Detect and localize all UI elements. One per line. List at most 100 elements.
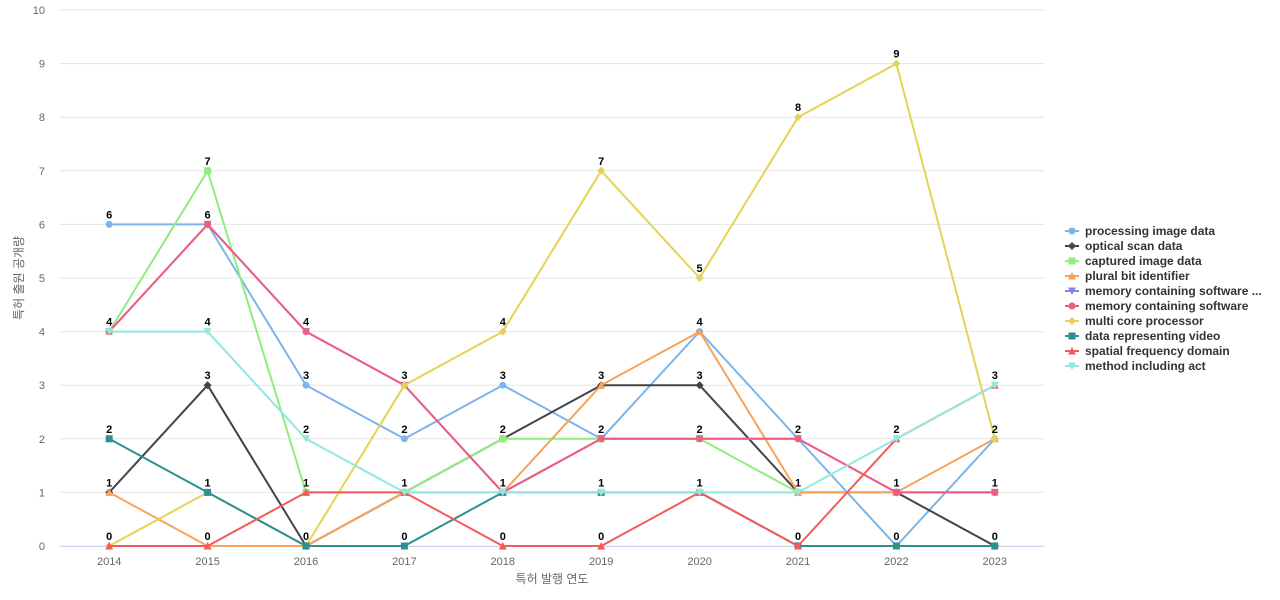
y-tick-label: 8 [39, 112, 45, 124]
data-label: 6 [205, 209, 211, 221]
data-label: 3 [401, 370, 407, 382]
data-point[interactable] [695, 274, 704, 282]
series-line[interactable] [108, 223, 995, 494]
data-point[interactable] [204, 167, 212, 175]
data-point[interactable] [892, 488, 900, 496]
data-point[interactable] [597, 381, 606, 389]
legend-item[interactable]: captured image data [1065, 254, 1202, 268]
data-point[interactable] [105, 328, 114, 336]
data-point[interactable] [991, 542, 999, 550]
data-label: 2 [992, 424, 998, 436]
data-point[interactable] [695, 327, 704, 336]
series-line[interactable] [109, 330, 996, 494]
data-point[interactable] [400, 435, 408, 443]
data-point[interactable] [105, 220, 113, 228]
data-label: 4 [303, 317, 310, 329]
data-label: 1 [303, 477, 309, 489]
legend-item[interactable]: data representing video [1065, 329, 1220, 343]
legend-item[interactable]: method including act [1065, 359, 1206, 373]
data-point[interactable] [499, 381, 507, 389]
data-point[interactable] [400, 488, 409, 497]
series-line[interactable] [109, 384, 996, 547]
data-point[interactable] [991, 488, 999, 496]
legend-marker [1068, 362, 1076, 370]
x-tick-label: 2021 [786, 556, 810, 568]
data-point[interactable] [204, 488, 212, 496]
data-label: 1 [205, 477, 211, 489]
data-point[interactable] [695, 488, 704, 497]
data-point[interactable] [990, 381, 999, 390]
data-point[interactable] [597, 435, 605, 443]
legend-item[interactable]: memory containing software ... [1065, 284, 1262, 298]
data-point[interactable] [204, 220, 212, 228]
series-line[interactable] [108, 223, 995, 494]
data-label: 2 [893, 424, 899, 436]
legend-label: memory containing software [1085, 299, 1249, 313]
data-label: 1 [106, 477, 112, 489]
data-label: 0 [205, 531, 211, 543]
data-point[interactable] [203, 381, 212, 390]
data-label: 1 [598, 477, 604, 489]
data-point[interactable] [498, 542, 507, 550]
legend-item[interactable]: processing image data [1065, 224, 1215, 238]
legend-item[interactable]: plural bit identifier [1065, 269, 1190, 283]
data-point[interactable] [498, 327, 507, 336]
data-point[interactable] [696, 435, 704, 443]
y-axis-title: 특허 출원 공개량 [12, 236, 26, 320]
data-point[interactable] [203, 542, 212, 550]
series-5 [105, 220, 999, 496]
data-point[interactable] [597, 488, 606, 497]
data-point[interactable] [498, 488, 507, 497]
data-point[interactable] [794, 113, 802, 122]
data-point[interactable] [597, 166, 606, 175]
y-tick-label: 1 [39, 487, 45, 499]
legend-marker [1068, 242, 1076, 250]
data-point[interactable] [400, 381, 409, 390]
data-label: 4 [106, 317, 113, 329]
legend-item[interactable]: spatial frequency domain [1065, 344, 1230, 358]
x-tick-label: 2014 [97, 556, 121, 568]
data-point[interactable] [302, 435, 310, 443]
data-point[interactable] [302, 542, 310, 550]
data-point[interactable] [794, 488, 802, 497]
data-point[interactable] [203, 328, 212, 336]
data-label: 9 [893, 49, 899, 61]
data-point[interactable] [302, 381, 310, 389]
y-tick-label: 10 [33, 5, 45, 17]
data-label: 4 [500, 317, 507, 329]
data-label: 0 [303, 531, 309, 543]
data-label: 3 [598, 370, 604, 382]
data-point[interactable] [892, 59, 901, 68]
data-point[interactable] [400, 542, 408, 550]
data-point[interactable] [105, 435, 113, 443]
data-label: 5 [697, 263, 703, 275]
data-label: 7 [205, 156, 211, 168]
data-label: 2 [303, 424, 309, 436]
data-point[interactable] [892, 435, 901, 443]
x-tick-label: 2015 [195, 556, 219, 568]
legend-marker [1068, 347, 1076, 355]
data-point[interactable] [794, 435, 802, 443]
legend-label: spatial frequency domain [1085, 344, 1230, 358]
data-point[interactable] [794, 542, 802, 550]
data-point[interactable] [695, 381, 704, 390]
data-label: 0 [795, 531, 801, 543]
data-point[interactable] [302, 488, 310, 496]
legend-item[interactable]: optical scan data [1065, 239, 1183, 253]
data-point[interactable] [105, 488, 114, 496]
data-labels: 6 4 2 1 0 7 6 4 3 1 0 4 3 2 1 0 3 2 1 0 4 3 2 1 0 7 3 2 1 0 5 4 3 2 1 8 2 1 0 9… [106, 49, 998, 543]
data-label: 3 [697, 370, 703, 382]
x-tick-label: 2020 [687, 556, 711, 568]
legend-label: multi core processor [1085, 314, 1204, 328]
data-point[interactable] [597, 542, 606, 550]
data-point[interactable] [990, 434, 999, 443]
legend-item[interactable]: multi core processor [1065, 314, 1204, 328]
y-axis: 0 1 2 3 4 5 6 7 8 9 10 [33, 5, 45, 553]
data-point[interactable] [105, 542, 114, 550]
data-label: 3 [205, 370, 211, 382]
legend-item[interactable]: memory containing software [1065, 299, 1249, 313]
data-label: 4 [697, 317, 704, 329]
data-point[interactable] [892, 542, 900, 550]
data-point[interactable] [302, 328, 310, 336]
data-point[interactable] [499, 435, 507, 443]
